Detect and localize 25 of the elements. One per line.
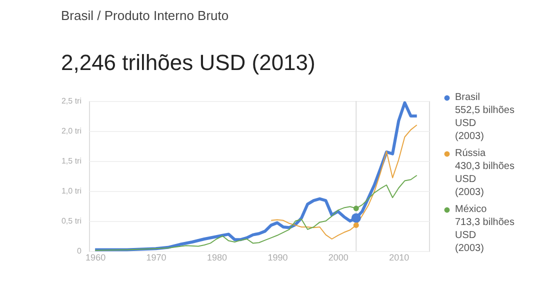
x-tick-label: 1980	[206, 252, 228, 262]
y-tick-label: 2,0 tri	[61, 126, 82, 136]
x-tick-label: 2000	[328, 252, 348, 262]
chart-subtitle: Brasil / Produto Interno Bruto	[60, 8, 229, 23]
text: 430,3 bilhões USD (2003)	[455, 161, 514, 198]
point	[353, 206, 359, 212]
legend-label: Rússia	[455, 148, 486, 159]
chart-title: 2,246 trilhões USD (2013)	[60, 50, 316, 75]
x-tick-label: 1990	[268, 252, 288, 262]
y-tick-label: 1,5 tri	[61, 156, 82, 166]
x-tick-label: 1960	[86, 252, 106, 262]
line-series	[94, 174, 418, 251]
text: 552,5 bilhões USD (2003)	[455, 105, 514, 142]
x-tick-label: 1970	[146, 252, 166, 262]
x-tick-label: 2010	[389, 252, 410, 262]
y-tick-label: 0,5 tri	[61, 216, 82, 226]
text: 713,3 bilhões USD (2003)	[455, 217, 514, 254]
legend-label: Brasil	[455, 92, 480, 103]
point	[351, 213, 361, 223]
point	[353, 222, 359, 228]
legend-label: México	[455, 204, 488, 215]
line-series	[270, 124, 418, 240]
y-tick-label: 1,0 tri	[61, 186, 82, 196]
y-tick-label: 2,5 tri	[61, 96, 82, 106]
y-tick-label: 0	[77, 246, 82, 256]
